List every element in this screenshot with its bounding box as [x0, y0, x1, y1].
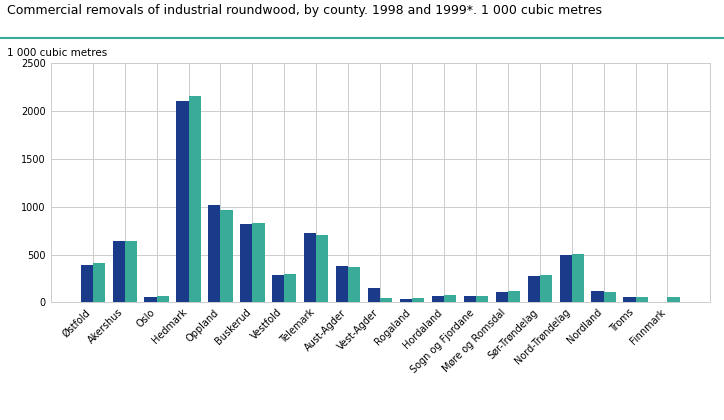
- Bar: [476, 296, 488, 302]
- Bar: [668, 297, 680, 302]
- Bar: [539, 275, 552, 302]
- Bar: [348, 267, 361, 302]
- Bar: [145, 297, 156, 302]
- Bar: [177, 101, 188, 302]
- Bar: [253, 223, 264, 302]
- Bar: [272, 275, 285, 302]
- Bar: [368, 288, 380, 302]
- Bar: [112, 241, 125, 302]
- Bar: [572, 254, 584, 302]
- Bar: [604, 292, 615, 302]
- Bar: [592, 291, 604, 302]
- Bar: [188, 96, 201, 302]
- Bar: [636, 297, 648, 302]
- Bar: [80, 265, 93, 302]
- Bar: [316, 235, 329, 302]
- Bar: [623, 297, 636, 302]
- Bar: [93, 262, 105, 302]
- Bar: [304, 234, 316, 302]
- Bar: [209, 205, 221, 302]
- Text: 1 000 cubic metres: 1 000 cubic metres: [7, 48, 107, 58]
- Bar: [156, 296, 169, 302]
- Bar: [432, 296, 444, 302]
- Bar: [528, 276, 539, 302]
- Bar: [380, 298, 392, 302]
- Bar: [125, 241, 137, 302]
- Bar: [400, 299, 412, 302]
- Bar: [285, 274, 296, 302]
- Bar: [221, 210, 232, 302]
- Bar: [464, 296, 476, 302]
- Bar: [444, 295, 456, 302]
- Bar: [336, 266, 348, 302]
- Text: Commercial removals of industrial roundwood, by county. 1998 and 1999*. 1 000 cu: Commercial removals of industrial roundw…: [7, 4, 602, 17]
- Bar: [412, 298, 424, 302]
- Bar: [508, 291, 520, 302]
- Bar: [240, 224, 253, 302]
- Bar: [496, 292, 508, 302]
- Bar: [560, 255, 572, 302]
